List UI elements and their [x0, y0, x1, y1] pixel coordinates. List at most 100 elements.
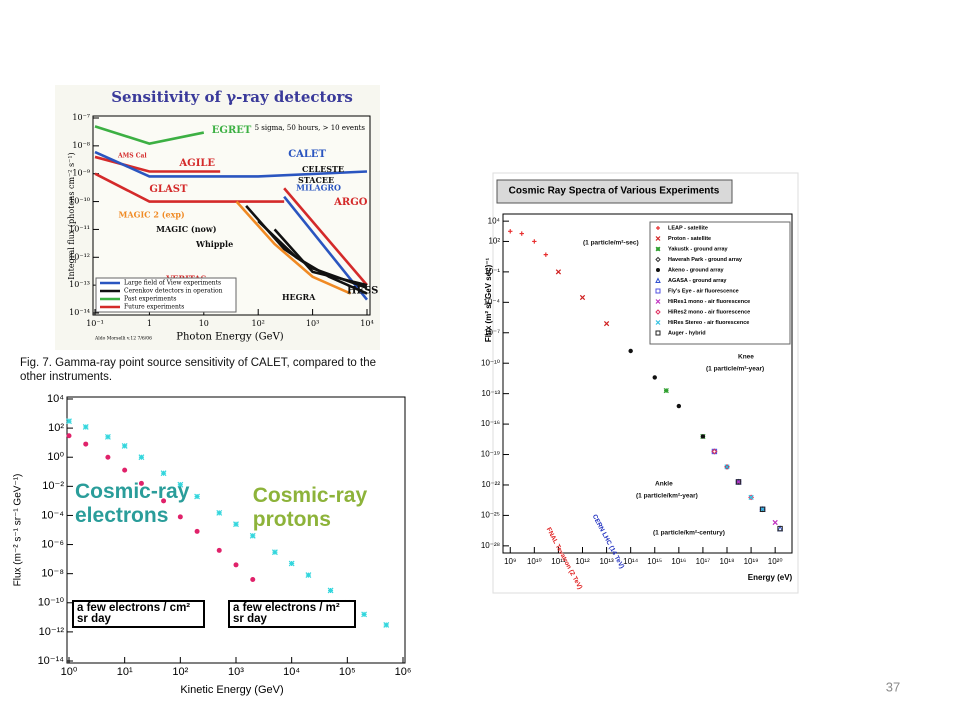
point [508, 229, 513, 234]
legend-label: Cerenkov detectors in operation [124, 288, 223, 295]
point [249, 532, 256, 539]
y-tick-label: 10⁻⁹ [72, 169, 90, 178]
x-tick-label: 10¹² [575, 557, 590, 566]
series-label-box: Cosmic-ray protons [252, 483, 368, 531]
x-tick-label: 10²⁰ [768, 557, 783, 566]
annotation: Knee [738, 354, 754, 361]
y-tick-label: 10⁻⁸ [41, 568, 64, 580]
annotation: (1 particle/km²-century) [653, 530, 725, 537]
point [305, 572, 312, 579]
legend-label: Past experiments [124, 296, 176, 303]
x-tick-label: 10¹⁰ [527, 557, 542, 566]
point [383, 622, 390, 628]
point [777, 525, 783, 532]
series-line [257, 220, 368, 295]
point [121, 442, 128, 449]
series-label: AGILE [178, 158, 215, 169]
point [519, 231, 524, 236]
point [160, 470, 167, 477]
point [555, 269, 562, 275]
y-tick-label: 10⁻¹⁴ [69, 308, 90, 317]
x-tick-label: 10¹³ [599, 557, 614, 566]
y-tick-label: 10⁻¹⁴ [38, 655, 65, 667]
point [603, 320, 610, 327]
legend-marker [655, 236, 661, 241]
x-tick-label: 10⁹ [504, 557, 516, 566]
y-tick-label: 10⁴ [488, 216, 501, 225]
point [628, 348, 633, 354]
y-tick-label: 10⁻² [42, 480, 64, 492]
point [735, 479, 742, 485]
y-tick-label: 10⁻¹³ [69, 280, 90, 289]
annotation: Ankle [655, 481, 673, 488]
y-tick-label: 10⁻⁷ [72, 113, 90, 122]
x-tick-label: 10⁴ [283, 666, 300, 678]
chart-title: Cosmic Ray Spectra of Various Experiment… [509, 186, 720, 197]
caption: Fig. 7. Gamma-ray point source sensitivi… [20, 357, 377, 383]
y-tick-label: 10² [488, 237, 500, 246]
legend-marker [655, 330, 661, 336]
point [82, 424, 89, 430]
series-label: HESS [347, 286, 378, 297]
legend-box [649, 221, 791, 345]
y-tick-label: 10⁻⁸ [72, 141, 90, 150]
series-label: Cosmic-ray electrons [75, 479, 190, 527]
legend-label: Fly's Eye - air fluorescence [668, 288, 739, 294]
annotation: a few electrons / cm² sr day [72, 600, 205, 628]
series-line [283, 187, 368, 286]
x-tick-label: 10⁴ [360, 319, 373, 328]
legend-label: Large field of View experiments [124, 280, 221, 287]
x-axis-label: Energy (eV) [748, 573, 793, 582]
legend-label: HiRes1 mono - air fluorescence [668, 299, 750, 305]
legend-label: Future experiments [124, 304, 184, 311]
annotation: (1 particle/m²-year) [706, 366, 764, 373]
y-tick-label: 10⁻¹² [39, 626, 65, 638]
point [216, 509, 223, 516]
legend-label: LEAP - satellite [668, 225, 708, 231]
point [361, 611, 368, 618]
annotation: HEGRA [282, 292, 316, 302]
legend-marker [655, 277, 661, 283]
annotation-box: a few electrons / cm² sr day [72, 600, 205, 628]
y-axis-label: Flux (m⁻² s⁻¹ sr⁻¹ GeV⁻¹) [13, 474, 24, 587]
point [652, 375, 657, 380]
series-line [94, 172, 285, 203]
x-tick-label: 10¹⁹ [744, 557, 759, 566]
series-label: MAGIC 2 (exp) [119, 210, 185, 220]
legend-marker [655, 288, 661, 294]
point [122, 467, 128, 473]
y-tick-label: 10⁻⁴ [483, 297, 500, 306]
y-tick-label: 10⁻¹⁰ [38, 597, 65, 609]
annotation: a few electrons / m² sr day [228, 600, 356, 628]
annotation: CELESTE [302, 164, 344, 174]
chart-3-title-box [496, 179, 733, 204]
y-tick-label: 10⁻²⁸ [481, 541, 500, 550]
point [216, 547, 222, 553]
point [104, 433, 111, 440]
point [177, 481, 184, 488]
point [66, 433, 72, 439]
point [271, 549, 278, 556]
credit: Aldo Morselli v.12 7/6/06 [94, 336, 152, 342]
legend-label: Proton - satellite [668, 236, 711, 242]
point [138, 454, 145, 461]
y-tick-label: 10⁻¹⁶ [481, 419, 500, 428]
x-tick-label: 10⁵ [339, 666, 356, 678]
point [177, 514, 183, 520]
point [105, 454, 111, 460]
x-tick-label: 10⁰ [61, 666, 78, 678]
y-tick-label: 10⁻¹² [69, 252, 90, 261]
annotation: (1 particle/km²-year) [636, 493, 698, 500]
series-label: Cosmic-ray protons [252, 483, 368, 531]
y-tick-label: 10⁻¹¹ [69, 224, 90, 233]
x-tick-label: 10² [172, 666, 188, 678]
series-line [273, 228, 368, 287]
annotation-box: a few electrons / m² sr day [228, 600, 356, 628]
chart-title: Sensitivity of γ-ray detectors [111, 88, 353, 106]
series-line [94, 150, 368, 178]
page-number: 37 [886, 679, 900, 694]
x-tick-label: 10¹¹ [551, 557, 566, 566]
point [233, 521, 239, 528]
legend-label: HiRes2 mono - air fluorescence [668, 309, 750, 315]
x-axis-label: Kinetic Energy (GeV) [180, 684, 283, 696]
